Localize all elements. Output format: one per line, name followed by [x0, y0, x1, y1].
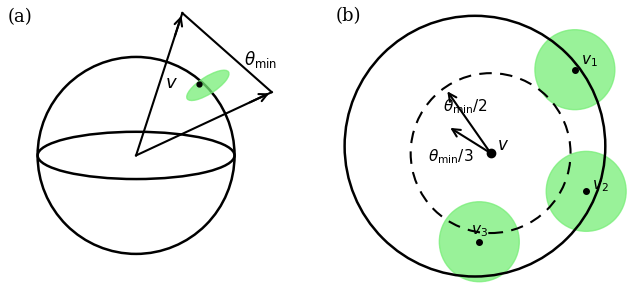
Text: (a): (a)	[8, 8, 33, 26]
Text: $\theta_{\rm min}/3$: $\theta_{\rm min}/3$	[428, 148, 474, 166]
Circle shape	[546, 151, 626, 231]
Text: $v_3$: $v_3$	[470, 224, 488, 240]
Ellipse shape	[187, 70, 229, 101]
Circle shape	[535, 30, 615, 110]
Text: $v_2$: $v_2$	[592, 178, 609, 194]
Text: (b): (b)	[336, 7, 362, 25]
Text: $v$: $v$	[497, 137, 509, 154]
Text: $v_1$: $v_1$	[581, 54, 598, 69]
Text: $\theta_{\rm min}$: $\theta_{\rm min}$	[244, 49, 278, 70]
Text: $\theta_{\rm min}/2$: $\theta_{\rm min}/2$	[443, 98, 488, 116]
Circle shape	[439, 202, 519, 282]
Text: $v$: $v$	[165, 74, 178, 92]
